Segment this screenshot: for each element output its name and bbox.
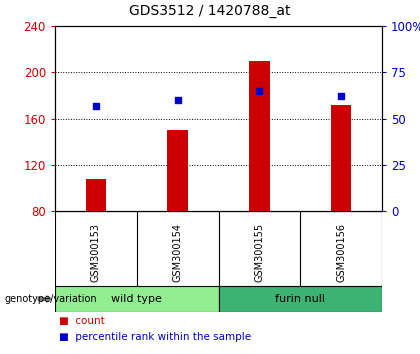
Point <box>92 103 99 108</box>
Text: genotype/variation: genotype/variation <box>4 294 97 304</box>
Text: ■  count: ■ count <box>59 316 105 326</box>
Text: GSM300153: GSM300153 <box>91 223 101 282</box>
Point <box>256 88 263 93</box>
Bar <box>331 105 352 211</box>
Text: GSM300155: GSM300155 <box>255 223 264 282</box>
Text: GSM300156: GSM300156 <box>336 223 346 282</box>
Bar <box>55 286 218 312</box>
Bar <box>168 130 188 211</box>
Text: GDS3512 / 1420788_at: GDS3512 / 1420788_at <box>129 4 291 18</box>
Point <box>174 97 181 103</box>
Text: GSM300154: GSM300154 <box>173 223 183 282</box>
Text: wild type: wild type <box>111 294 162 304</box>
Bar <box>249 61 270 211</box>
Bar <box>86 179 106 211</box>
Text: furin null: furin null <box>275 294 325 304</box>
Bar <box>218 286 382 312</box>
Text: ■  percentile rank within the sample: ■ percentile rank within the sample <box>59 332 251 342</box>
Point <box>338 93 344 99</box>
